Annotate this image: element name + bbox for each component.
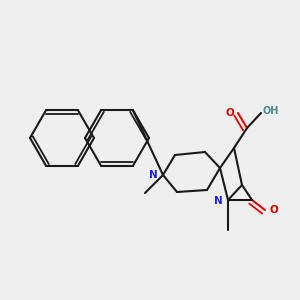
Text: N: N [148,170,158,180]
Text: N: N [214,196,222,206]
Text: O: O [270,205,278,215]
Text: O: O [226,108,234,118]
Text: OH: OH [263,106,279,116]
